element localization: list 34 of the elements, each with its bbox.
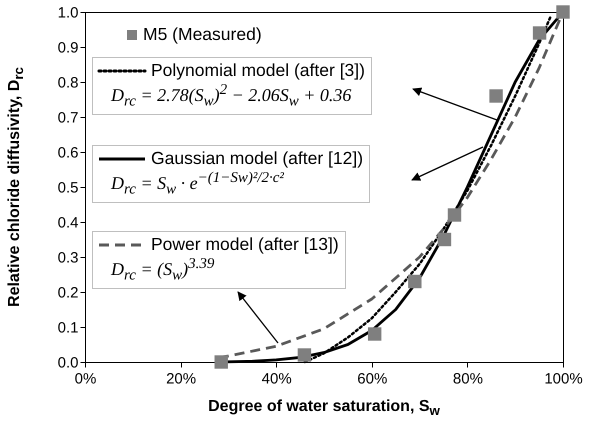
- y-tick-label: 0.7: [58, 110, 78, 126]
- x-tick-label: 0%: [74, 370, 96, 388]
- x-tick-label: 100%: [544, 370, 583, 388]
- y-tick-label: 0.8: [58, 74, 78, 92]
- y-tick-label: 1.0: [58, 4, 78, 22]
- y-tick-label: 0.3: [58, 250, 78, 266]
- point: [448, 208, 462, 222]
- point: [556, 5, 570, 19]
- annotation: D$_{rc}$ = (S$_{w}$)$^{3.39}$: [111, 256, 216, 285]
- x-tick-label: 80%: [452, 370, 483, 388]
- legend-label: Power model (after [13]): [151, 234, 339, 255]
- point: [532, 26, 546, 40]
- point: [408, 274, 422, 288]
- text: D$_{rc}$ = 2.78(S$_{w}$)$^{2}$ − 2.06S$_{w}$ + 0.36: [111, 82, 352, 110]
- y-tick-label: 0.0: [58, 354, 78, 372]
- x-tick-label: 40%: [262, 370, 292, 388]
- y-tick-label: 0.6: [58, 144, 78, 162]
- legend-label: Gaussian model (after [12]): [151, 148, 364, 169]
- y-tick-label: 0.2: [58, 284, 78, 302]
- x-axis-title: Degree of water saturation, S$_{w}$: [208, 398, 440, 418]
- point: [368, 327, 382, 341]
- y-tick-label: 0.5: [58, 180, 78, 196]
- point: [489, 89, 503, 103]
- legend-label: Polynomial model (after [3]): [151, 60, 365, 81]
- x-tick-label: 20%: [166, 370, 196, 388]
- x-tick-label: 60%: [357, 370, 388, 388]
- annotation: D$_{rc}$ = S$_{w}$ · e$^{−(1−Sw)²/2·c²}$: [111, 170, 285, 199]
- point: [214, 355, 228, 369]
- point: [438, 232, 452, 246]
- y-tick-label: 0.4: [58, 214, 78, 232]
- legend-label: M5 (Measured): [143, 24, 262, 45]
- point: [298, 348, 312, 362]
- y-tick-label: 0.1: [58, 320, 78, 336]
- y-tick-label: 0.9: [58, 40, 78, 56]
